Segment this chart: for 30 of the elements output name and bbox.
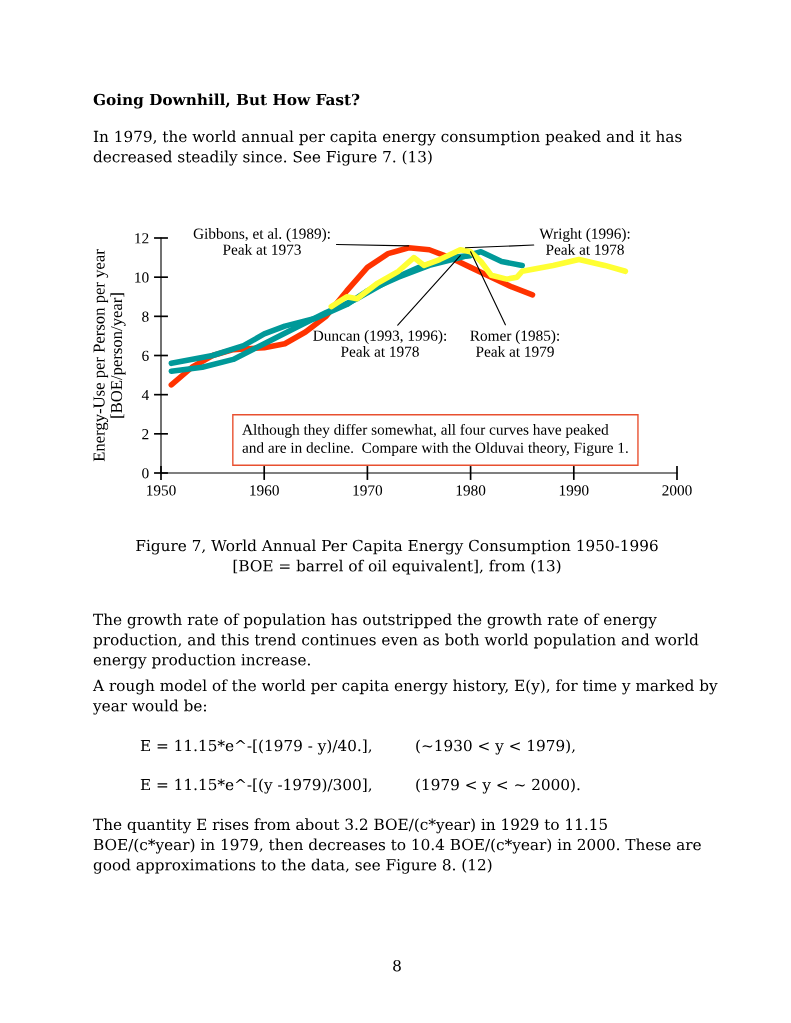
x-tick-label: 1960 bbox=[250, 485, 279, 496]
y-tick-label: 4 bbox=[141, 389, 149, 400]
text: 8 bbox=[393, 959, 401, 972]
y-tick-label: 12 bbox=[135, 233, 149, 244]
y-axis-title: Energy-Use per Person per year [BOE/person/year] bbox=[93, 249, 126, 462]
text: E = 11.15*e^-[(y -1979)/300], bbox=[140, 778, 372, 794]
x-tick-label: 1970 bbox=[353, 485, 383, 496]
x-tick-label: 2000 bbox=[662, 485, 692, 496]
text: The growth rate of population has outstripped the growth rate of energy production, and this trend continues even as both world population and world energy production increase. bbox=[93, 613, 699, 669]
annotation: Although they differ somewhat, all four curves have peaked and are in decline. Compare with the Olduvai theory, Figure 1. bbox=[242, 423, 628, 457]
x-tick-label: 1950 bbox=[147, 485, 176, 496]
text: (1979 < y < ~ 2000). bbox=[416, 778, 580, 794]
chart-title: Going Downhill, But How Fast? bbox=[93, 93, 360, 109]
chart-subtitle: In 1979, the world annual per capita energy consumption peaked and it has decreased steadily since. See Figure 7. (13) bbox=[93, 130, 682, 166]
y-tick-label: 8 bbox=[142, 311, 149, 322]
annotation: Romer (1985): Peak at 1979 bbox=[470, 330, 559, 357]
text: A rough model of the world per capita energy history, E(y), for time y marked by year would be: bbox=[92, 679, 718, 715]
y-tick-label: 6 bbox=[142, 350, 149, 361]
y-tick-label: 10 bbox=[135, 272, 149, 283]
text: (~1930 < y < 1979), bbox=[416, 739, 575, 755]
text: The quantity E rises from about 3.2 BOE/(c*year) in 1929 to 11.15 BOE/(c*year) in 1979, then decreases to 10.4 BOE/(c*year) in 2000. These are good approximations to the data, see Figure 8. (12) bbox=[93, 818, 701, 874]
text: E = 11.15*e^-[(1979 - y)/40.], bbox=[140, 739, 372, 755]
annotation: Duncan (1993, 1996): Peak at 1978 bbox=[313, 330, 447, 357]
caption: Figure 7, World Annual Per Capita Energy Consumption 1950-1996 [BOE = barrel of oil equivalent], from (13) bbox=[136, 539, 658, 575]
y-tick-label: 2 bbox=[142, 429, 149, 440]
y-tick-label: 0 bbox=[142, 468, 149, 479]
x-tick-label: 1980 bbox=[456, 485, 486, 496]
x-tick-label: 1990 bbox=[559, 485, 589, 496]
annotation: Wright (1996): Peak at 1978 bbox=[539, 228, 630, 255]
annotation: Gibbons, et al. (1989): Peak at 1973 bbox=[193, 228, 330, 255]
